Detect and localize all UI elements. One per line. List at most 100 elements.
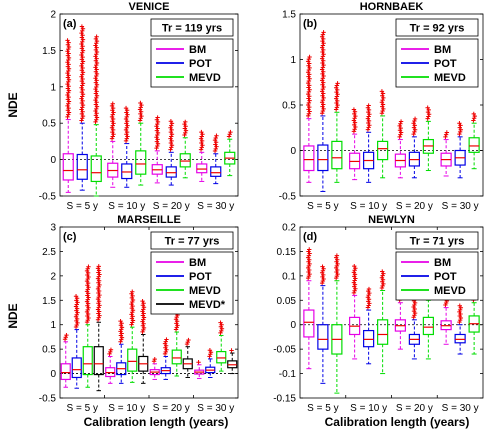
outlier-marker — [229, 348, 234, 353]
outlier-marker — [173, 327, 179, 332]
outlier-marker — [305, 91, 311, 97]
outlier-marker — [74, 308, 79, 313]
box-pot-2 — [363, 286, 375, 365]
outlier-marker — [443, 134, 448, 140]
y-tick-label: 3 — [50, 223, 56, 234]
box-body — [93, 346, 104, 376]
outlier-marker — [305, 255, 311, 260]
legend-label: BM — [434, 44, 451, 56]
outlier-marker — [412, 313, 417, 318]
x-axis-label-left: Calibration length (years) — [84, 415, 229, 429]
legend-label: MEVD* — [189, 299, 226, 311]
box-bm-4 — [196, 129, 208, 182]
outlier-marker — [379, 275, 385, 280]
box-body — [363, 329, 375, 348]
y-tick-label: 0.5 — [282, 101, 296, 112]
outlier-marker — [79, 89, 85, 95]
outlier-marker — [320, 108, 326, 114]
outlier-marker — [213, 146, 218, 152]
box-pot-4 — [454, 121, 466, 179]
outlier-marker — [129, 316, 135, 321]
outlier-marker — [365, 116, 371, 121]
outlier-marker — [93, 91, 99, 96]
outlier-marker — [129, 305, 135, 311]
box-mevd-2 — [135, 100, 147, 186]
outlier-marker — [333, 275, 339, 281]
outlier-marker — [96, 290, 101, 296]
outlier-marker — [444, 130, 450, 135]
outlier-marker — [162, 351, 168, 357]
outlier-marker — [426, 114, 431, 119]
outlier-marker — [118, 318, 123, 324]
box-body — [377, 319, 389, 345]
outlier-marker — [123, 105, 129, 111]
outlier-marker — [306, 249, 311, 254]
outlier-marker — [65, 114, 70, 120]
return-period-box: Tr = 77 yrs — [150, 231, 234, 250]
return-period-box: Tr = 92 yrs — [395, 18, 479, 37]
outlier-marker — [457, 317, 463, 323]
outlier-marker — [96, 311, 101, 316]
outlier-marker — [366, 120, 371, 126]
outlier-marker — [412, 118, 417, 124]
box-bm-1 — [303, 247, 315, 370]
outlier-marker — [84, 309, 90, 315]
outlier-marker — [65, 70, 70, 76]
outlier-marker — [365, 305, 371, 310]
box-body — [317, 324, 329, 350]
outlier-marker — [320, 274, 325, 280]
outlier-marker — [168, 140, 174, 146]
outlier-marker — [79, 107, 84, 112]
outlier-marker — [457, 303, 462, 308]
outlier-marker — [85, 287, 90, 292]
outlier-marker — [140, 323, 146, 328]
x-category-label: S = 10 y — [108, 201, 145, 212]
box-body — [90, 155, 102, 183]
outlier-marker — [457, 313, 462, 319]
outlier-marker — [141, 327, 146, 333]
outlier-marker — [64, 332, 69, 338]
legend-label: POT — [189, 271, 212, 283]
outlier-marker — [184, 341, 190, 347]
panel-hornbaek: -0.5 0 0.5 1 1.5 S = 5 y S = 10 y S = 20 y S = 3… — [279, 1, 484, 212]
outlier-marker — [457, 125, 462, 130]
outlier-marker — [351, 280, 357, 285]
outlier-marker — [320, 32, 326, 37]
outlier-marker — [80, 83, 85, 88]
return-period-frame — [395, 18, 479, 37]
outlier-marker — [411, 121, 416, 126]
outlier-marker — [96, 274, 101, 279]
outlier-marker — [93, 80, 99, 85]
outlier-marker — [305, 102, 311, 108]
legend-label: POT — [434, 271, 457, 283]
legend-label: POT — [434, 58, 457, 70]
x-category-label: S = 10 y — [350, 201, 387, 212]
outlier-marker — [380, 269, 385, 274]
outlier-marker — [352, 288, 357, 293]
outlier-marker — [118, 333, 124, 338]
outlier-marker — [380, 97, 385, 103]
box-body — [82, 346, 93, 376]
outlier-marker — [320, 76, 326, 81]
box-mevd-4 — [468, 111, 480, 170]
outlier-marker — [94, 52, 99, 57]
outlier-marker — [74, 302, 79, 307]
outlier-marker — [119, 337, 124, 342]
box-mevd-4 — [216, 320, 227, 372]
outlier-marker — [169, 134, 174, 139]
box-body — [422, 316, 434, 336]
outlier-marker — [123, 116, 129, 122]
box-pot-1 — [317, 264, 329, 384]
outlier-marker — [94, 34, 99, 39]
outlier-marker — [306, 74, 311, 79]
outlier-marker — [320, 38, 325, 44]
outlier-marker — [154, 117, 160, 122]
box-pot-1 — [317, 30, 329, 192]
return-period-frame — [150, 18, 234, 37]
outlier-marker — [319, 110, 325, 116]
outlier-marker — [174, 314, 179, 320]
outlier-marker — [79, 52, 84, 58]
outlier-marker — [96, 280, 101, 285]
outlier-marker — [306, 78, 312, 84]
outlier-marker — [84, 289, 90, 294]
